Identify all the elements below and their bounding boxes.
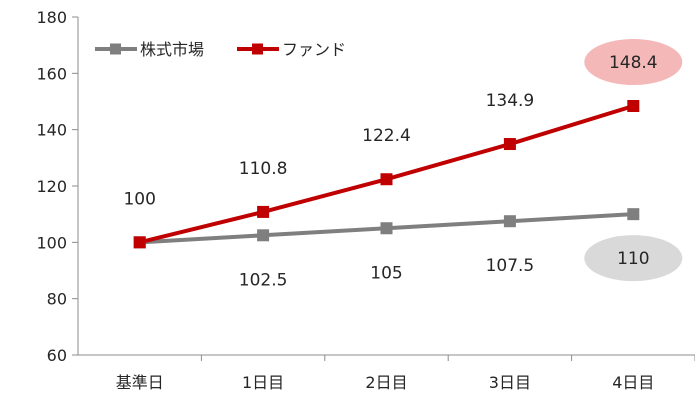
data-label: 110 [617,249,649,269]
data-point-marker [503,138,516,151]
data-label: 134.9 [486,91,535,111]
x-tick-label: 3日目 [489,373,531,392]
x-tick-label: 2日目 [365,373,407,392]
y-tick-label: 80 [47,290,67,309]
legend: 株式市場 ファンド [95,40,346,59]
data-label: 107.5 [486,256,535,276]
data-point-marker [380,222,393,235]
data-point-marker [133,236,146,249]
y-tick-label: 180 [36,8,67,27]
data-label: 110.8 [239,159,288,179]
series-lines [133,100,640,249]
x-tick-label: 基準日 [116,373,164,392]
highlight-ellipse [584,39,683,86]
data-point-marker [257,229,270,242]
x-tick-label: 4日目 [612,373,654,392]
data-label: 105 [370,263,402,283]
data-label: 122.4 [362,126,411,146]
legend-label-fund: ファンド [282,40,346,59]
data-label: 100 [123,189,155,209]
highlight-ellipse [584,235,683,282]
data-point-marker [503,215,516,228]
y-tick-label: 60 [47,346,67,365]
y-tick-label: 120 [36,177,67,196]
legend-marker-stock-market [110,43,121,55]
legend-label-stock-market: 株式市場 [140,40,204,59]
data-point-marker [257,205,270,218]
data-point-marker [627,100,640,113]
data-label: 148.4 [609,53,658,73]
legend-marker-fund [252,43,263,55]
x-tick-label: 1日目 [242,373,284,392]
axes: 60 80 100 120 140 160 180 基準日 1日目 2日目 3日目 4日目 [36,8,695,392]
data-point-marker [627,208,640,221]
y-tick-label: 160 [36,64,67,83]
y-tick-label: 140 [36,121,67,140]
data-point-marker [380,173,393,186]
data-labels: 102.5 105 107.5 110 100 110.8 122.4 134.9 148.4 [123,53,657,290]
y-tick-label: 100 [36,233,67,252]
data-label: 102.5 [239,270,288,290]
highlight-ellipses [584,39,683,282]
